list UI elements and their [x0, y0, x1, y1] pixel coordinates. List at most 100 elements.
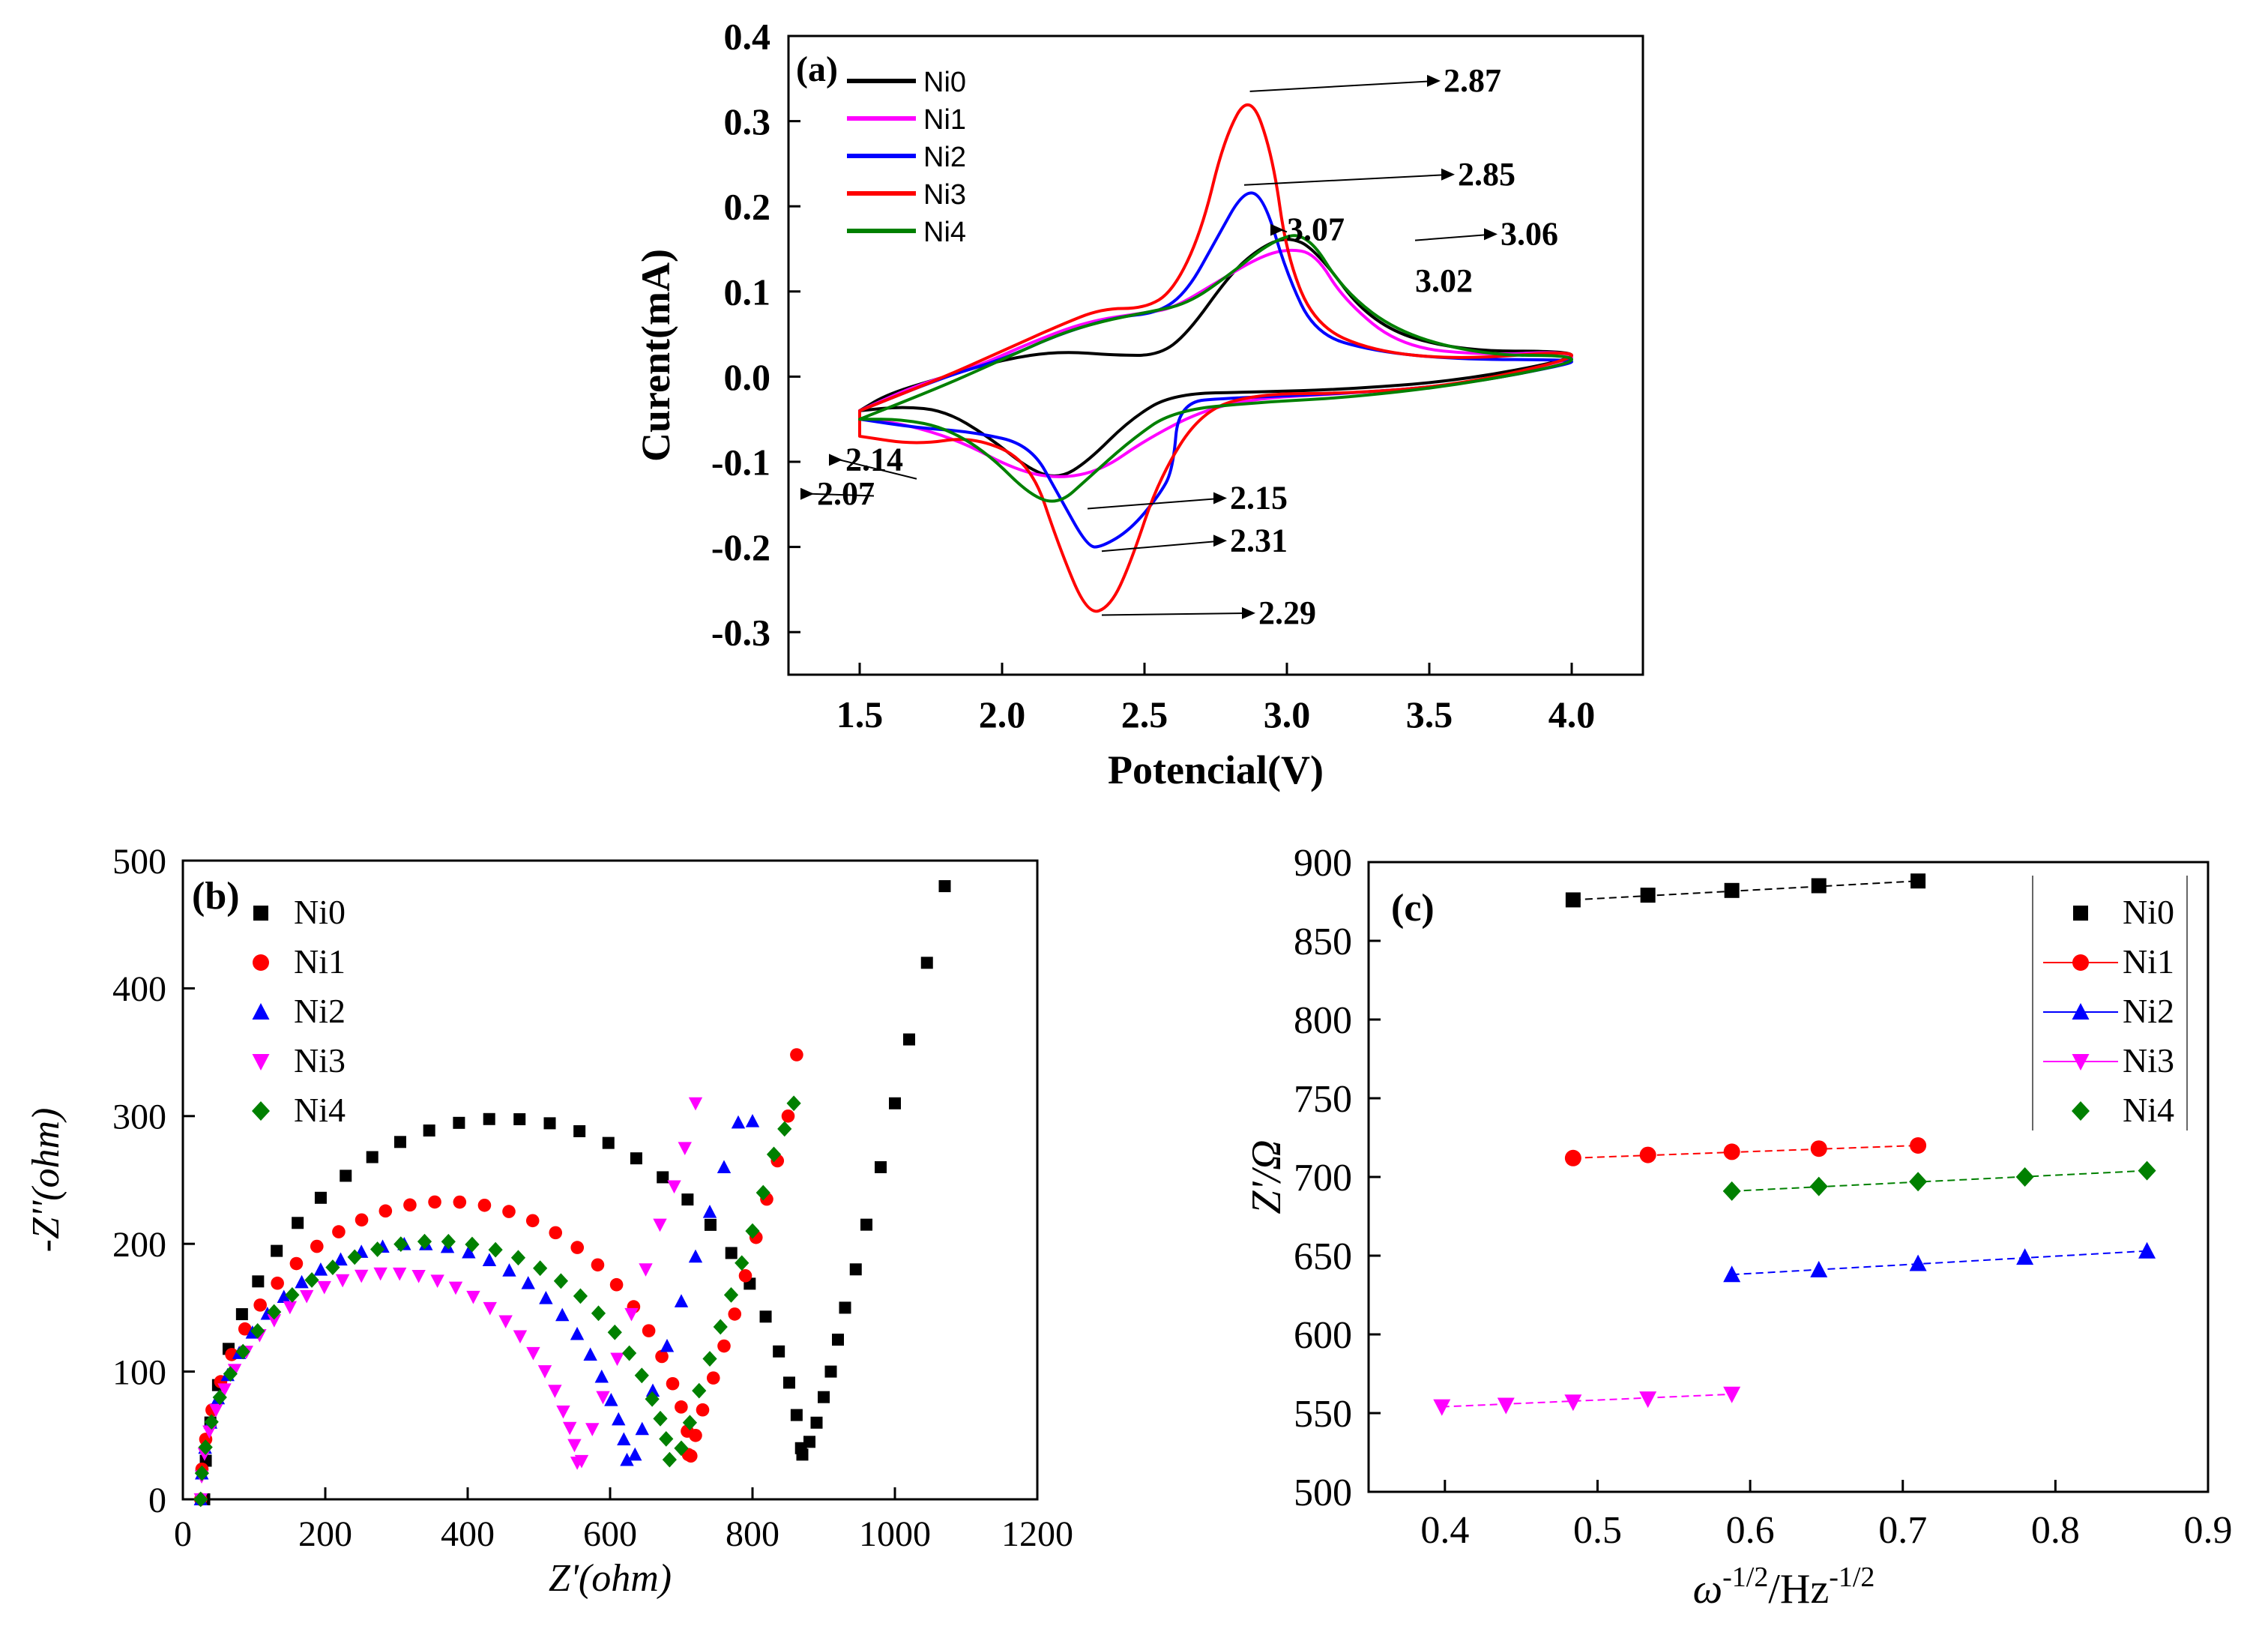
annotation-arrowhead — [1270, 223, 1284, 236]
x-tick-label: 0.7 — [1878, 1509, 1927, 1552]
nyquist-point-ni0 — [543, 1117, 556, 1130]
x-tick-label: 0.5 — [1573, 1509, 1622, 1552]
nyquist-point-ni3 — [567, 1439, 582, 1453]
nyquist-point-ni4 — [573, 1288, 588, 1304]
nyquist-point-ni0 — [423, 1124, 435, 1137]
warburg-point-ni4 — [2015, 1167, 2034, 1187]
panel-a-ylabel: Curent(mA) — [633, 249, 678, 462]
panel-c-ticks: 0.4 0.5 0.6 0.7 0.8 0.9 900 850 800 750 700 650 600 5… — [1294, 842, 2233, 1552]
y-tick-label: 200 — [112, 1225, 166, 1265]
nyquist-point-ni2 — [628, 1447, 642, 1461]
y-tick-label: 0.1 — [724, 271, 771, 313]
annotation-arrow — [839, 459, 917, 480]
nyquist-point-ni3 — [585, 1423, 600, 1436]
nyquist-point-ni4 — [198, 1439, 213, 1455]
nyquist-point-ni4 — [745, 1223, 760, 1239]
nyquist-point-ni4 — [285, 1286, 300, 1303]
x-tick-label: 400 — [441, 1514, 495, 1554]
nyquist-point-ni3 — [548, 1385, 562, 1398]
y-tick-label: 0.3 — [724, 100, 771, 142]
nyquist-point-ni4 — [533, 1260, 548, 1277]
x-tick-label: 3.5 — [1406, 693, 1453, 735]
panel-b-xlabel: Z'(ohm) — [549, 1557, 672, 1600]
annotation-arrow — [1087, 497, 1225, 510]
legend-label-ni4: Ni4 — [2123, 1091, 2174, 1129]
nyquist-point-ni1 — [790, 1048, 803, 1062]
nyquist-point-ni0 — [803, 1436, 815, 1448]
warburg-point-ni3 — [1723, 1386, 1741, 1403]
nyquist-point-ni1 — [781, 1109, 795, 1123]
nyquist-point-ni1 — [403, 1198, 417, 1212]
nyquist-point-ni1 — [502, 1205, 516, 1218]
annotation-label: 2.87 — [1444, 62, 1501, 99]
nyquist-point-ni2 — [539, 1290, 553, 1304]
nyquist-point-ni1 — [253, 1298, 267, 1312]
nyquist-point-ni4 — [682, 1415, 697, 1431]
annotation-arrow — [1101, 612, 1253, 616]
y-tick-label: -0.3 — [711, 612, 770, 654]
warburg-point-ni3 — [1564, 1394, 1582, 1412]
nyquist-point-ni0 — [602, 1136, 615, 1149]
nyquist-point-ni0 — [889, 1097, 901, 1109]
legend-label-ni4: Ni4 — [294, 1091, 346, 1129]
nyquist-point-ni4 — [659, 1430, 674, 1447]
y-tick-label: 850 — [1294, 921, 1352, 963]
legend-marker-ni2 — [2072, 1003, 2090, 1020]
legend-label-ni2: Ni2 — [2123, 992, 2174, 1030]
panel-c-xlabel-unit: /Hz — [1768, 1566, 1829, 1613]
annotation-label: 2.15 — [1230, 479, 1288, 516]
nyquist-point-ni3 — [688, 1097, 703, 1111]
warburg-point-ni0 — [1565, 892, 1581, 908]
fit-line-ni2 — [1731, 1250, 2147, 1276]
nyquist-point-ni0 — [393, 1136, 406, 1148]
panel-b-legend: Ni0 Ni1 Ni2 Ni3 Ni4 — [252, 893, 346, 1129]
nyquist-point-ni2 — [620, 1452, 634, 1466]
nyquist-point-ni1 — [378, 1204, 393, 1218]
x-tick-label: 0.4 — [1420, 1509, 1469, 1552]
nyquist-point-ni0 — [849, 1263, 862, 1276]
nyquist-point-ni1 — [525, 1214, 540, 1228]
annotation-label: 2.14 — [845, 441, 903, 478]
y-tick-label: 550 — [1294, 1393, 1352, 1436]
nyquist-point-ni0 — [366, 1151, 378, 1163]
warburg-point-ni4 — [2138, 1160, 2156, 1181]
nyquist-point-ni2 — [334, 1252, 348, 1266]
nyquist-point-ni1 — [666, 1376, 680, 1391]
nyquist-point-ni0 — [271, 1244, 283, 1257]
warburg-point-ni1 — [1723, 1143, 1740, 1160]
nyquist-point-ni0 — [292, 1217, 304, 1229]
nyquist-point-ni4 — [756, 1184, 770, 1201]
nyquist-point-ni4 — [347, 1249, 362, 1265]
warburg-point-ni4 — [1722, 1181, 1741, 1201]
y-tick-label: 100 — [112, 1352, 166, 1392]
annotation-arrowhead — [1242, 606, 1255, 619]
nyquist-point-ni1 — [310, 1239, 324, 1253]
nyquist-point-ni3 — [526, 1346, 540, 1361]
nyquist-point-ni0 — [790, 1409, 803, 1421]
nyquist-point-ni0 — [681, 1193, 694, 1206]
y-tick-label: 700 — [1294, 1157, 1352, 1199]
nyquist-point-ni2 — [277, 1289, 291, 1304]
panel-a-plot-frame — [787, 34, 1644, 676]
panel-b-points — [193, 880, 951, 1508]
nyquist-point-ni3 — [483, 1301, 497, 1316]
nyquist-point-ni3 — [498, 1315, 513, 1329]
nyquist-point-ni4 — [591, 1305, 606, 1322]
nyquist-point-ni4 — [194, 1465, 209, 1481]
panel-c-xlabel-omega: ω — [1693, 1566, 1723, 1613]
nyquist-point-ni1 — [238, 1322, 252, 1336]
fit-line-ni0 — [1572, 880, 1919, 901]
panel-a-legend: Ni0 Ni1 Ni2 Ni3 Ni4 — [847, 67, 966, 248]
annotation-arrowhead — [829, 454, 842, 466]
warburg-point-ni0 — [1910, 873, 1926, 889]
nyquist-point-ni0 — [630, 1152, 642, 1165]
annotation-label: 2.07 — [817, 475, 875, 512]
nyquist-point-ni4 — [417, 1233, 432, 1250]
fit-line-ni3 — [1441, 1393, 1732, 1408]
nyquist-point-ni3 — [556, 1405, 570, 1419]
nyquist-point-ni3 — [373, 1267, 387, 1281]
nyquist-point-ni1 — [453, 1195, 467, 1209]
nyquist-point-ni4 — [267, 1304, 282, 1320]
x-tick-label: 1000 — [859, 1514, 931, 1554]
